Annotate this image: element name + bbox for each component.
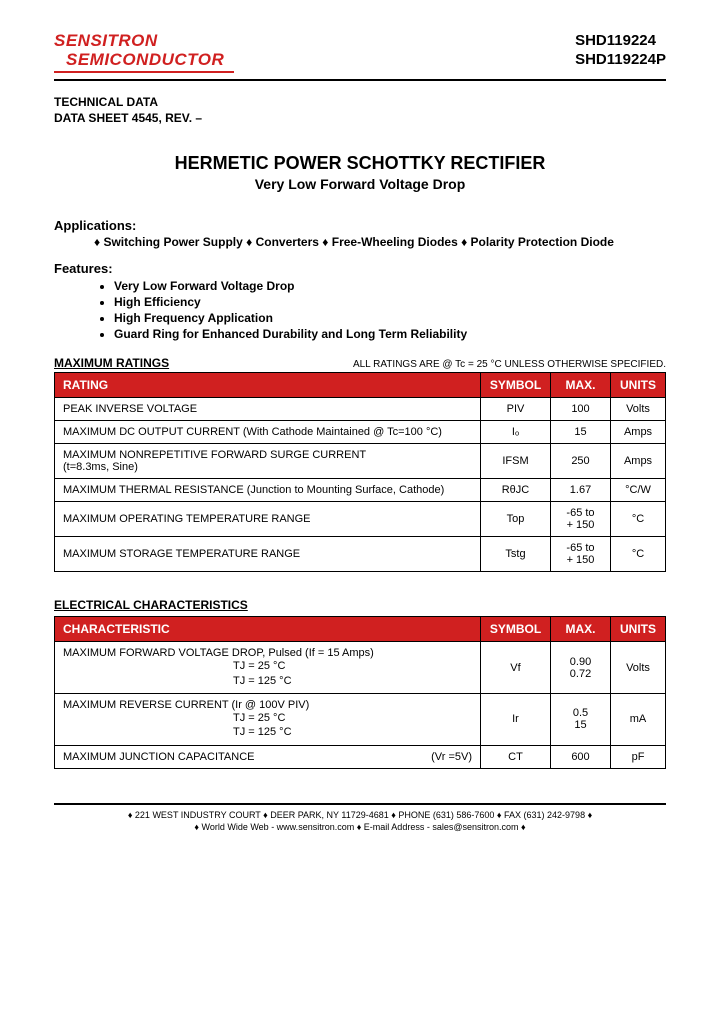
title-block: HERMETIC POWER SCHOTTKY RECTIFIER Very L… — [54, 153, 666, 192]
col-units: UNITS — [611, 373, 666, 398]
logo-underline — [54, 71, 234, 73]
table-row: MAXIMUM REVERSE CURRENT (Ir @ 100V PIV)T… — [55, 693, 666, 745]
cell-units: Volts — [611, 642, 666, 694]
cell-symbol: IFSM — [481, 444, 551, 479]
feature-item: High Frequency Application — [114, 310, 666, 326]
cell-symbol: Tstg — [481, 537, 551, 572]
cell-max: -65 to + 150 — [551, 537, 611, 572]
logo-line1: SENSITRON — [54, 32, 234, 51]
cell-max: 15 — [551, 421, 611, 444]
feature-item: High Efficiency — [114, 294, 666, 310]
page-title: HERMETIC POWER SCHOTTKY RECTIFIER — [54, 153, 666, 174]
table-row: PEAK INVERSE VOLTAGEPIV100Volts — [55, 398, 666, 421]
cell-symbol: Vf — [481, 642, 551, 694]
cell-symbol: Iₒ — [481, 421, 551, 444]
col-max: MAX. — [551, 617, 611, 642]
cell-symbol: Ir — [481, 693, 551, 745]
cell-characteristic: MAXIMUM FORWARD VOLTAGE DROP, Pulsed (If… — [55, 642, 481, 694]
table-header-row: RATING SYMBOL MAX. UNITS — [55, 373, 666, 398]
table-row: MAXIMUM DC OUTPUT CURRENT (With Cathode … — [55, 421, 666, 444]
footer-line1: ♦ 221 WEST INDUSTRY COURT ♦ DEER PARK, N… — [54, 809, 666, 821]
cell-rating: PEAK INVERSE VOLTAGE — [55, 398, 481, 421]
cell-max: 250 — [551, 444, 611, 479]
table-row: MAXIMUM STORAGE TEMPERATURE RANGETstg-65… — [55, 537, 666, 572]
features-heading: Features: — [54, 261, 666, 276]
header: SENSITRON SEMICONDUCTOR SHD119224 SHD119… — [54, 32, 666, 73]
cell-units: mA — [611, 693, 666, 745]
cell-units: °C — [611, 537, 666, 572]
cell-max: 1.67 — [551, 479, 611, 502]
max-ratings-header: MAXIMUM RATINGS ALL RATINGS ARE @ Tc = 2… — [54, 356, 666, 370]
cell-units: °C/W — [611, 479, 666, 502]
header-rule — [54, 79, 666, 81]
cell-symbol: RθJC — [481, 479, 551, 502]
table-row: MAXIMUM FORWARD VOLTAGE DROP, Pulsed (If… — [55, 642, 666, 694]
elec-body: MAXIMUM FORWARD VOLTAGE DROP, Pulsed (If… — [55, 642, 666, 768]
max-ratings-body: PEAK INVERSE VOLTAGEPIV100VoltsMAXIMUM D… — [55, 398, 666, 572]
footer-line2: ♦ World Wide Web - www.sensitron.com ♦ E… — [54, 821, 666, 833]
logo-line2: SEMICONDUCTOR — [54, 51, 234, 70]
cell-rating: MAXIMUM STORAGE TEMPERATURE RANGE — [55, 537, 481, 572]
elec-title: ELECTRICAL CHARACTERISTICS — [54, 598, 666, 612]
feature-item: Guard Ring for Enhanced Durability and L… — [114, 326, 666, 342]
cell-max: 600 — [551, 745, 611, 768]
technical-data: TECHNICAL DATA DATA SHEET 4545, REV. – — [54, 95, 666, 126]
part-number-2: SHD119224P — [575, 51, 666, 70]
cell-max: 100 — [551, 398, 611, 421]
max-ratings-note: ALL RATINGS ARE @ Tc = 25 °C UNLESS OTHE… — [353, 359, 666, 370]
cell-units: Amps — [611, 444, 666, 479]
features-list: Very Low Forward Voltage Drop High Effic… — [114, 278, 666, 343]
cell-symbol: CT — [481, 745, 551, 768]
feature-item: Very Low Forward Voltage Drop — [114, 278, 666, 294]
table-header-row: CHARACTERISTIC SYMBOL MAX. UNITS — [55, 617, 666, 642]
cell-max: -65 to + 150 — [551, 502, 611, 537]
applications-heading: Applications: — [54, 218, 666, 233]
max-ratings-table: RATING SYMBOL MAX. UNITS PEAK INVERSE VO… — [54, 372, 666, 572]
cell-rating: MAXIMUM DC OUTPUT CURRENT (With Cathode … — [55, 421, 481, 444]
table-row: MAXIMUM NONREPETITIVE FORWARD SURGE CURR… — [55, 444, 666, 479]
tech-data-line1: TECHNICAL DATA — [54, 95, 666, 111]
cell-symbol: Top — [481, 502, 551, 537]
logo-block: SENSITRON SEMICONDUCTOR — [54, 32, 234, 73]
part-numbers: SHD119224 SHD119224P — [575, 32, 666, 70]
table-row: MAXIMUM JUNCTION CAPACITANCE(Vr =5V)CT60… — [55, 745, 666, 768]
col-rating: RATING — [55, 373, 481, 398]
cell-units: Volts — [611, 398, 666, 421]
cell-rating: MAXIMUM THERMAL RESISTANCE (Junction to … — [55, 479, 481, 502]
footer: ♦ 221 WEST INDUSTRY COURT ♦ DEER PARK, N… — [54, 803, 666, 833]
page-subtitle: Very Low Forward Voltage Drop — [54, 176, 666, 192]
cell-rating: MAXIMUM OPERATING TEMPERATURE RANGE — [55, 502, 481, 537]
applications-line: ♦ Switching Power Supply ♦ Converters ♦ … — [94, 235, 666, 249]
max-ratings-title: MAXIMUM RATINGS — [54, 356, 169, 370]
col-characteristic: CHARACTERISTIC — [55, 617, 481, 642]
col-units: UNITS — [611, 617, 666, 642]
elec-table: CHARACTERISTIC SYMBOL MAX. UNITS MAXIMUM… — [54, 616, 666, 768]
col-symbol: SYMBOL — [481, 617, 551, 642]
cell-characteristic: MAXIMUM REVERSE CURRENT (Ir @ 100V PIV)T… — [55, 693, 481, 745]
cell-symbol: PIV — [481, 398, 551, 421]
cell-max: 0.5 15 — [551, 693, 611, 745]
table-row: MAXIMUM THERMAL RESISTANCE (Junction to … — [55, 479, 666, 502]
table-row: MAXIMUM OPERATING TEMPERATURE RANGETop-6… — [55, 502, 666, 537]
col-max: MAX. — [551, 373, 611, 398]
col-symbol: SYMBOL — [481, 373, 551, 398]
cell-units: °C — [611, 502, 666, 537]
cell-units: pF — [611, 745, 666, 768]
cell-characteristic: MAXIMUM JUNCTION CAPACITANCE(Vr =5V) — [55, 745, 481, 768]
cell-rating: MAXIMUM NONREPETITIVE FORWARD SURGE CURR… — [55, 444, 481, 479]
cell-units: Amps — [611, 421, 666, 444]
cell-max: 0.90 0.72 — [551, 642, 611, 694]
part-number-1: SHD119224 — [575, 32, 666, 51]
tech-data-line2: DATA SHEET 4545, REV. – — [54, 111, 666, 127]
